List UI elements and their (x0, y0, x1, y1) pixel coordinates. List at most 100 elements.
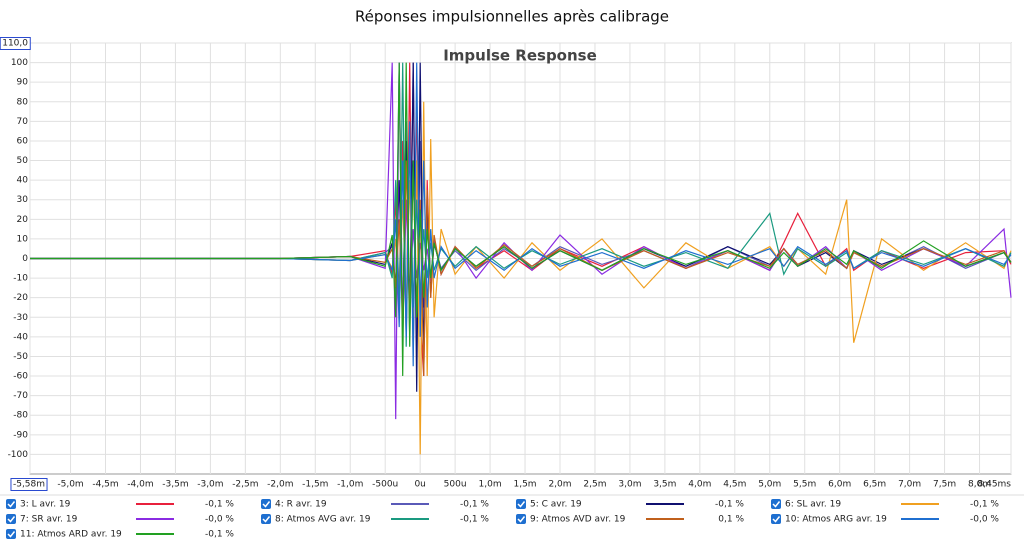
legend-readout: -0,1 % (970, 500, 999, 510)
check-mark (517, 516, 526, 523)
legend-checkbox[interactable] (771, 514, 781, 524)
y-tick-label: -80 (13, 411, 28, 421)
y-tick-label: 10 (17, 234, 29, 244)
legend-name: 8: Atmos AVG avr. 19 (275, 515, 371, 525)
x-tick-label: 3,5m (653, 480, 676, 490)
x-tick-label: -3,0m (197, 480, 223, 490)
x-tick-label: 5,0m (758, 480, 781, 490)
y-tick-label: -60 (13, 372, 28, 382)
x-tick-label: 0u (414, 480, 425, 490)
x-tick-label: 2,0m (548, 480, 571, 490)
legend-item: 3: L avr. 19 -0,1 % (6, 499, 234, 510)
legend-readout: -0,1 % (460, 500, 489, 510)
legend-checkbox[interactable] (516, 499, 526, 509)
y-tick-label: 40 (17, 176, 29, 186)
x-tick-label: -5,0m (57, 480, 83, 490)
legend-name: 6: SL avr. 19 (785, 500, 841, 510)
y-tick-label: -10 (13, 274, 28, 284)
y-tick-label: 0 (22, 254, 28, 264)
check-mark (262, 501, 271, 508)
check-mark (772, 516, 781, 523)
legend-name: 10: Atmos ARG avr. 19 (785, 515, 887, 525)
y-tick-label: -70 (13, 391, 28, 401)
y-tick-label: -90 (13, 430, 28, 440)
legend-checkbox[interactable] (261, 499, 271, 509)
legend-item: 4: R avr. 19 -0,1 % (261, 499, 489, 510)
x-tick-label: -5,58m (13, 480, 45, 490)
y-tick-label: -40 (13, 332, 28, 342)
legend-checkbox[interactable] (6, 529, 16, 539)
legend-readout: -0,1 % (205, 500, 234, 510)
check-mark (7, 531, 16, 538)
legend-item: 10: Atmos ARG avr. 19 -0,0 % (771, 514, 999, 525)
window-title: Réponses impulsionnelles après calibrage (355, 8, 669, 26)
x-tick-label: 8,45ms (978, 480, 1012, 490)
x-tick-label: -4,5m (92, 480, 118, 490)
check-mark (7, 501, 16, 508)
y-tick-label: -30 (13, 313, 28, 323)
y-tick-label: 80 (17, 97, 29, 107)
legend-readout: -0,1 % (715, 500, 744, 510)
legend-checkbox[interactable] (516, 514, 526, 524)
x-tick-label: -3,5m (162, 480, 188, 490)
legend-readout: -0,1 % (460, 515, 489, 525)
legend-name: 3: L avr. 19 (20, 500, 71, 510)
y-tick-label: 90 (17, 78, 29, 88)
legend-name: 7: SR avr. 19 (20, 515, 78, 525)
y-tick-label: 70 (17, 117, 29, 127)
x-tick-label: 1,5m (513, 480, 536, 490)
x-tick-label: -1,0m (337, 480, 363, 490)
y-tick-label: 60 (17, 136, 29, 146)
legend-item: 7: SR avr. 19 -0,0 % (6, 514, 234, 525)
x-tick-label: -1,5m (302, 480, 328, 490)
y-tick-label: 30 (17, 195, 29, 205)
plot-area: -5,58m -5,0m -4,5m -4,0m -3,5m -3,0m -2,5m -2,0… (0, 37, 1012, 491)
legend-checkbox[interactable] (261, 514, 271, 524)
legend-readout: -0,1 % (205, 530, 234, 540)
legend-readout: -0,0 % (970, 515, 999, 525)
y-tick-label: -50 (13, 352, 28, 362)
legend-checkbox[interactable] (6, 514, 16, 524)
check-mark (517, 501, 526, 508)
legend-checkbox[interactable] (771, 499, 781, 509)
check-mark (772, 501, 781, 508)
x-tick-label: 8,0m (968, 480, 991, 490)
x-tick-label: 4,0m (688, 480, 711, 490)
x-tick-label: 6,5m (863, 480, 886, 490)
x-tick-label: -2,0m (267, 480, 293, 490)
x-tick-label: 5,5m (793, 480, 816, 490)
legend-name: 9: Atmos AVD avr. 19 (530, 515, 626, 525)
legend: 3: L avr. 19 -0,1 % 4: R avr. 19 -0,1 % 5: C… (6, 499, 999, 540)
x-tick-label: 7,5m (933, 480, 956, 490)
x-tick-label: 4,5m (723, 480, 746, 490)
series-line (30, 62, 1012, 377)
legend-item: 9: Atmos AVD avr. 19 0,1 % (516, 514, 744, 525)
y-tick-label: 20 (17, 215, 29, 225)
x-tick-label: -500u (372, 480, 398, 490)
x-tick-label: 7,0m (898, 480, 921, 490)
y-limit-box (0, 37, 31, 50)
legend-name: 11: Atmos ARD avr. 19 (20, 530, 122, 540)
y-tick-label: 50 (17, 156, 29, 166)
legend-checkbox[interactable] (6, 499, 16, 509)
legend-item: 8: Atmos AVG avr. 19 -0,1 % (261, 514, 489, 525)
y-tick-label: 110,0 (2, 39, 28, 49)
y-tick-label: 100 (11, 58, 28, 68)
x-tick-label: -4,0m (127, 480, 153, 490)
x-tick-label: 6,0m (828, 480, 851, 490)
x-tick-label: 2,5m (583, 480, 606, 490)
legend-readout: 0,1 % (718, 515, 744, 525)
chart-title: Impulse Response (443, 47, 597, 65)
x-limit-box (10, 478, 48, 491)
legend-readout: -0,0 % (205, 515, 234, 525)
legend-item: 5: C avr. 19 -0,1 % (516, 499, 744, 510)
check-mark (262, 516, 271, 523)
x-tick-label: 3,0m (618, 480, 641, 490)
legend-item: 6: SL avr. 19 -0,1 % (771, 499, 999, 510)
y-tick-label: -20 (13, 293, 28, 303)
legend-item: 11: Atmos ARD avr. 19 -0,1 % (6, 529, 234, 540)
check-mark (7, 516, 16, 523)
y-tick-label: -100 (8, 450, 29, 460)
x-tick-label: 1,0m (479, 480, 502, 490)
